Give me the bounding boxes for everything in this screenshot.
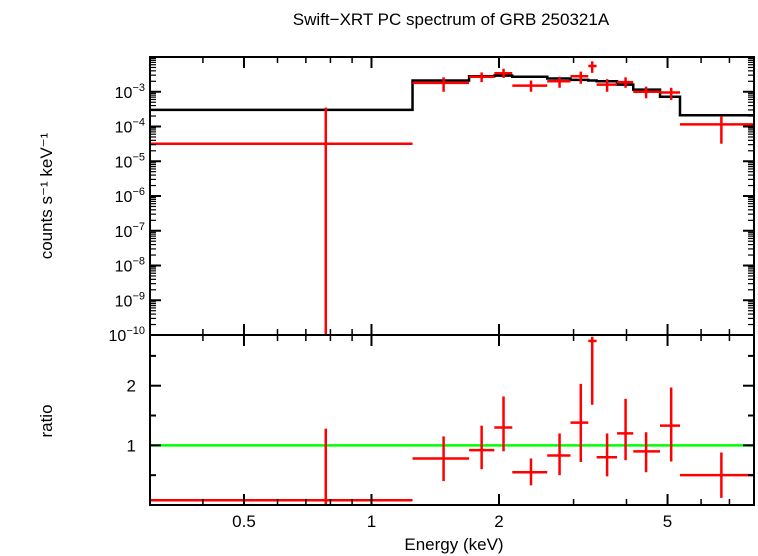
data-point-4 [494, 68, 513, 78]
x-tick-label: 5 [663, 512, 672, 531]
ratio-point-13 [679, 452, 754, 498]
data-point-13 [679, 116, 754, 144]
tick-label-base: 10 [115, 293, 133, 310]
top-y-axis-label: counts s⁻¹ keV⁻¹ [37, 132, 56, 259]
tick-label-base: 10 [109, 328, 127, 345]
ratio-point-12 [660, 387, 680, 462]
ratio-point-2 [412, 436, 470, 482]
ratio-point-6 [547, 433, 571, 476]
tick-label-exponent: −4 [132, 117, 145, 129]
data-point-9 [596, 79, 618, 92]
ratio-point-8 [588, 336, 597, 405]
top-y-tick-label: 10−5 [115, 151, 145, 171]
bottom-y-tick-label: 2 [127, 377, 136, 396]
tick-label-exponent: −8 [132, 256, 145, 268]
top-y-tick-label: 10−6 [115, 186, 145, 206]
data-point-7 [570, 71, 589, 84]
x-tick-label: 2 [494, 512, 503, 531]
tick-label-exponent: −6 [132, 186, 145, 198]
data-point-12 [660, 87, 680, 100]
data-point-2 [412, 77, 470, 92]
ratio-point-1 [150, 428, 413, 505]
top-y-tick-label: 10−10 [109, 325, 145, 345]
bottom-frame [149, 334, 755, 506]
data-point-1 [150, 107, 413, 335]
ratio-point-9 [596, 433, 618, 477]
x-axis-label: Energy (keV) [404, 535, 503, 554]
tick-label-exponent: −3 [132, 82, 145, 94]
ratio-point-10 [617, 398, 634, 461]
ratio-point-3 [469, 425, 495, 470]
x-tick-labels: 0.5 1 2 5 [232, 512, 672, 531]
chart-title: Swift−XRT PC spectrum of GRB 250321A [293, 10, 610, 29]
ratio-series [150, 336, 754, 505]
tick-label-base: 10 [115, 224, 133, 241]
top-axes: 10−310−410−510−610−710−810−910−10 [109, 56, 755, 345]
top-y-tick-label: 10−3 [115, 82, 145, 102]
x-tick-label: 0.5 [232, 512, 256, 531]
top-panel: 10−310−410−510−610−710−810−910−10 counts… [37, 56, 755, 345]
tick-label-base: 10 [115, 120, 133, 137]
tick-label-base: 10 [115, 259, 133, 276]
x-tick-label: 1 [367, 512, 376, 531]
tick-label-exponent: −5 [132, 151, 145, 163]
top-y-tick-label: 10−4 [115, 117, 145, 137]
tick-label-base: 10 [115, 154, 133, 171]
bottom-y-axis-label: ratio [37, 404, 56, 437]
data-series [150, 61, 754, 335]
ratio-point-11 [633, 432, 661, 473]
model-curve [150, 74, 754, 117]
bottom-y-tick-label: 1 [127, 436, 136, 455]
data-point-10 [617, 77, 634, 88]
ratio-point-7 [570, 383, 589, 463]
bottom-axes: 12 [127, 334, 755, 506]
tick-label-base: 10 [115, 85, 133, 102]
top-y-tick-label: 10−7 [115, 221, 145, 241]
tick-label-base: 10 [115, 189, 133, 206]
top-y-tick-label: 10−8 [115, 256, 145, 276]
model-step-line [150, 74, 754, 117]
top-frame [149, 56, 755, 336]
top-y-tick-label: 10−9 [115, 290, 145, 310]
ratio-point-4 [494, 396, 513, 452]
bottom-panel: 12 ratio [37, 334, 755, 506]
data-point-3 [469, 72, 495, 83]
ratio-point-5 [512, 458, 548, 486]
data-point-8 [588, 61, 597, 73]
tick-label-exponent: −9 [132, 290, 145, 302]
tick-label-exponent: −10 [126, 325, 145, 337]
data-point-11 [633, 86, 661, 99]
data-point-5 [512, 80, 548, 92]
tick-label-exponent: −7 [132, 221, 145, 233]
data-point-6 [547, 76, 571, 88]
